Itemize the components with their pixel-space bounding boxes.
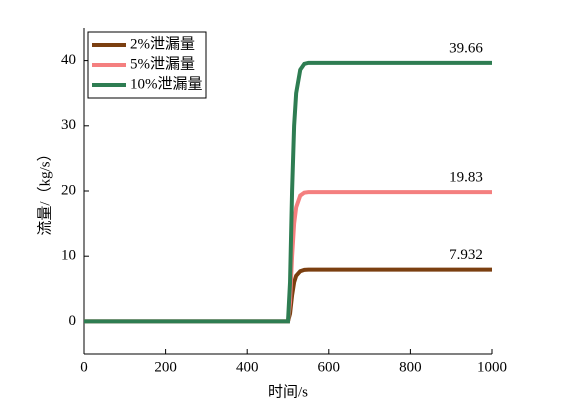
x-tick-label: 800 — [399, 359, 422, 375]
legend-label: 5%泄漏量 — [130, 55, 195, 72]
y-axis-label: 流量/（kg/s） — [36, 146, 53, 235]
x-axis-label: 时间/s — [268, 383, 308, 400]
y-tick-label: 30 — [61, 117, 76, 133]
legend-label: 10%泄漏量 — [130, 75, 203, 92]
x-tick-label: 400 — [236, 359, 259, 375]
x-tick-label: 200 — [154, 359, 177, 375]
x-tick-label: 600 — [318, 359, 341, 375]
legend-label: 2%泄漏量 — [130, 35, 195, 52]
x-tick-label: 0 — [80, 359, 88, 375]
y-tick-label: 0 — [69, 313, 77, 329]
y-tick-label: 10 — [61, 248, 76, 264]
x-tick-label: 1000 — [477, 359, 507, 375]
end-value-label: 39.66 — [449, 40, 483, 56]
y-tick-label: 40 — [61, 52, 76, 68]
series-line — [84, 60, 492, 324]
end-value-label: 19.83 — [449, 170, 483, 186]
y-tick-label: 20 — [61, 182, 76, 198]
end-value-label: 7.932 — [449, 247, 483, 263]
